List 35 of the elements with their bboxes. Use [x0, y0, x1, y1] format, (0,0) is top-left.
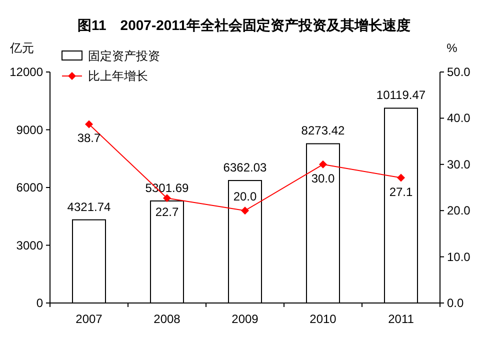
- y-tick-label: 9000: [16, 122, 44, 137]
- point: [319, 160, 327, 168]
- y2-tick-label: 20.0: [447, 204, 471, 218]
- data-label: 38.7: [77, 131, 101, 146]
- data-label: 4321.74: [67, 200, 112, 214]
- data-label: 10119.47: [376, 88, 426, 102]
- y2-tick-label: 0.0: [447, 296, 464, 310]
- data-label: 20.0: [233, 190, 257, 204]
- data-label: 8273.42: [301, 124, 346, 138]
- point: [241, 206, 249, 215]
- data-label: 6362.03: [223, 160, 268, 175]
- x-tick-label: 2009: [232, 312, 259, 326]
- y-tick-label: 3000: [16, 238, 44, 252]
- y2-tick-label: 10.0: [447, 250, 471, 264]
- data-label: 22.7: [155, 205, 179, 220]
- y-tick-label: 6000: [16, 180, 44, 194]
- legend-label: 固定资产投资: [88, 49, 160, 63]
- y2-axis-title: %: [446, 41, 458, 55]
- data-label: 30.0: [311, 171, 335, 186]
- x-tick-label: 2007: [76, 312, 103, 326]
- y2-tick-label: 40.0: [447, 111, 471, 126]
- x-tick-label: 2008: [154, 312, 181, 326]
- y-axis-title: 亿元: [9, 41, 34, 55]
- point: [163, 194, 171, 202]
- data-label: 27.1: [389, 184, 413, 199]
- y2-tick-label: 30.0: [447, 157, 471, 172]
- y-tick-label: 12000: [10, 65, 44, 79]
- legend-label: 比上年增长: [88, 69, 148, 83]
- point: [397, 174, 405, 182]
- y2-tick-label: 50.0: [447, 65, 471, 79]
- y-tick-label: 0: [36, 296, 44, 310]
- point: [85, 120, 93, 128]
- chart-title: 图11 2007-2011年全社会固定资产投资及其增长速度: [78, 17, 410, 33]
- x-tick-label: 2010: [310, 312, 337, 326]
- x-tick-label: 2011: [388, 312, 414, 326]
